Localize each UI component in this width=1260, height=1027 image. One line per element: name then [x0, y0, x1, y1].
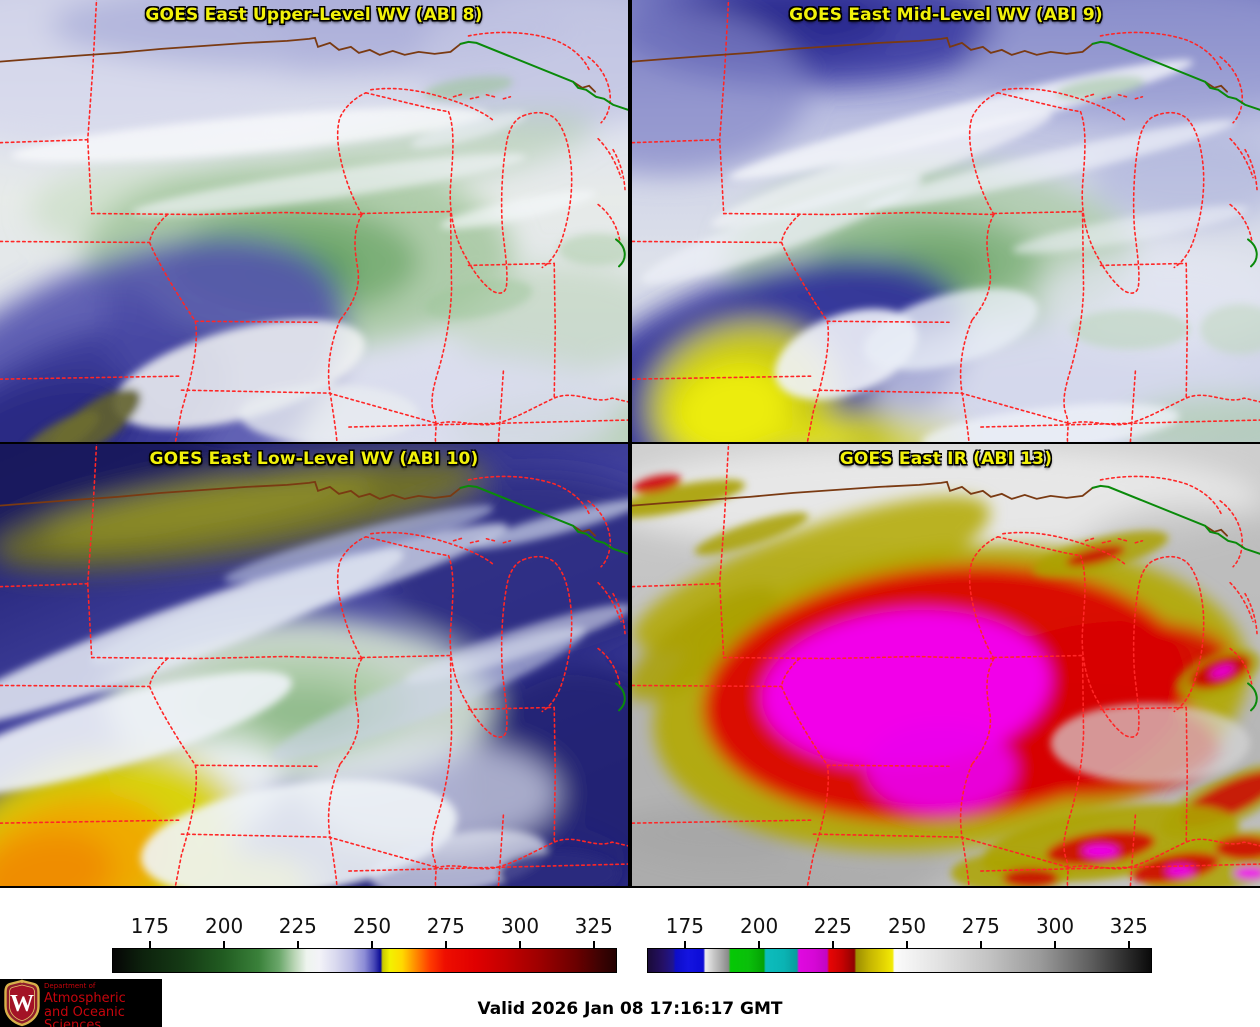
valid-timestamp: Valid 2026 Jan 08 17:16:17 GMT	[477, 999, 783, 1019]
tick-label: 250	[887, 914, 927, 938]
logo-line-1: Atmospheric	[44, 991, 126, 1006]
satellite-image-abi10	[0, 444, 628, 886]
tick-label: 325	[574, 914, 613, 938]
colorbar-wv-gradient	[112, 948, 617, 973]
panel-upper-level-wv: GOES East Upper-Level WV (ABI 8)	[0, 0, 628, 442]
colorbar-water-vapor: 175 200 225 250 275 300 325	[112, 914, 617, 973]
uw-crest-icon: W	[4, 979, 40, 1027]
tick-label: 325	[1109, 914, 1148, 938]
tick-mark	[683, 941, 686, 948]
tick-mark	[758, 941, 761, 948]
tick-label: 200	[740, 914, 779, 938]
svg-text:W: W	[10, 991, 34, 1017]
tick-mark	[906, 941, 909, 948]
tick-label: 275	[426, 914, 465, 938]
panel-title-abi10: GOES East Low-Level WV (ABI 10)	[149, 449, 479, 469]
tick-mark	[979, 941, 982, 948]
panel-ir: GOES East IR (ABI 13)	[632, 444, 1260, 886]
tick-mark	[831, 941, 834, 948]
tick-label: 175	[130, 914, 169, 938]
panel-mid-level-wv: GOES East Mid-Level WV (ABI 9)	[632, 0, 1260, 442]
tick-label: 225	[813, 914, 852, 938]
panel-title-abi9: GOES East Mid-Level WV (ABI 9)	[789, 5, 1103, 25]
tick-label: 175	[665, 914, 704, 938]
colorbar-ir: 175 200 225 250 275 300 325	[647, 914, 1152, 973]
colorbar-ir-tick-labels: 175 200 225 250 275 300 325	[647, 914, 1152, 940]
colorbar-ir-ticks	[647, 940, 1152, 948]
tick-label: 300	[1035, 914, 1075, 938]
panel-low-level-wv: GOES East Low-Level WV (ABI 10)	[0, 444, 628, 886]
tick-label: 250	[352, 914, 392, 938]
tick-mark	[296, 941, 299, 948]
tick-mark	[519, 941, 522, 948]
tick-label: 300	[500, 914, 540, 938]
satellite-image-abi9	[632, 0, 1260, 442]
tick-mark	[371, 941, 374, 948]
satellite-image-abi13	[632, 444, 1260, 886]
tick-mark	[148, 941, 151, 948]
satellite-image-abi8	[0, 0, 628, 442]
colorbar-wv-ticks	[112, 940, 617, 948]
tick-mark	[223, 941, 226, 948]
logo-line-2: and Oceanic Sciences	[44, 1005, 125, 1027]
tick-mark	[592, 941, 595, 948]
tick-mark	[444, 941, 447, 948]
panel-title-abi13: GOES East IR (ABI 13)	[839, 449, 1053, 469]
uw-aos-logo: W Department of Atmospheric and Oceanic …	[0, 979, 162, 1027]
tick-label: 225	[278, 914, 317, 938]
colorbar-ir-gradient	[647, 948, 1152, 973]
tick-mark	[1127, 941, 1130, 948]
tick-label: 200	[205, 914, 244, 938]
tick-mark	[1054, 941, 1057, 948]
logo-text-block: Department of Atmospheric and Oceanic Sc…	[44, 983, 162, 1027]
logo-dept-line: Department of	[44, 982, 96, 990]
colorbar-wv-tick-labels: 175 200 225 250 275 300 325	[112, 914, 617, 940]
panel-title-abi8: GOES East Upper-Level WV (ABI 8)	[145, 5, 483, 25]
tick-label: 275	[961, 914, 1000, 938]
